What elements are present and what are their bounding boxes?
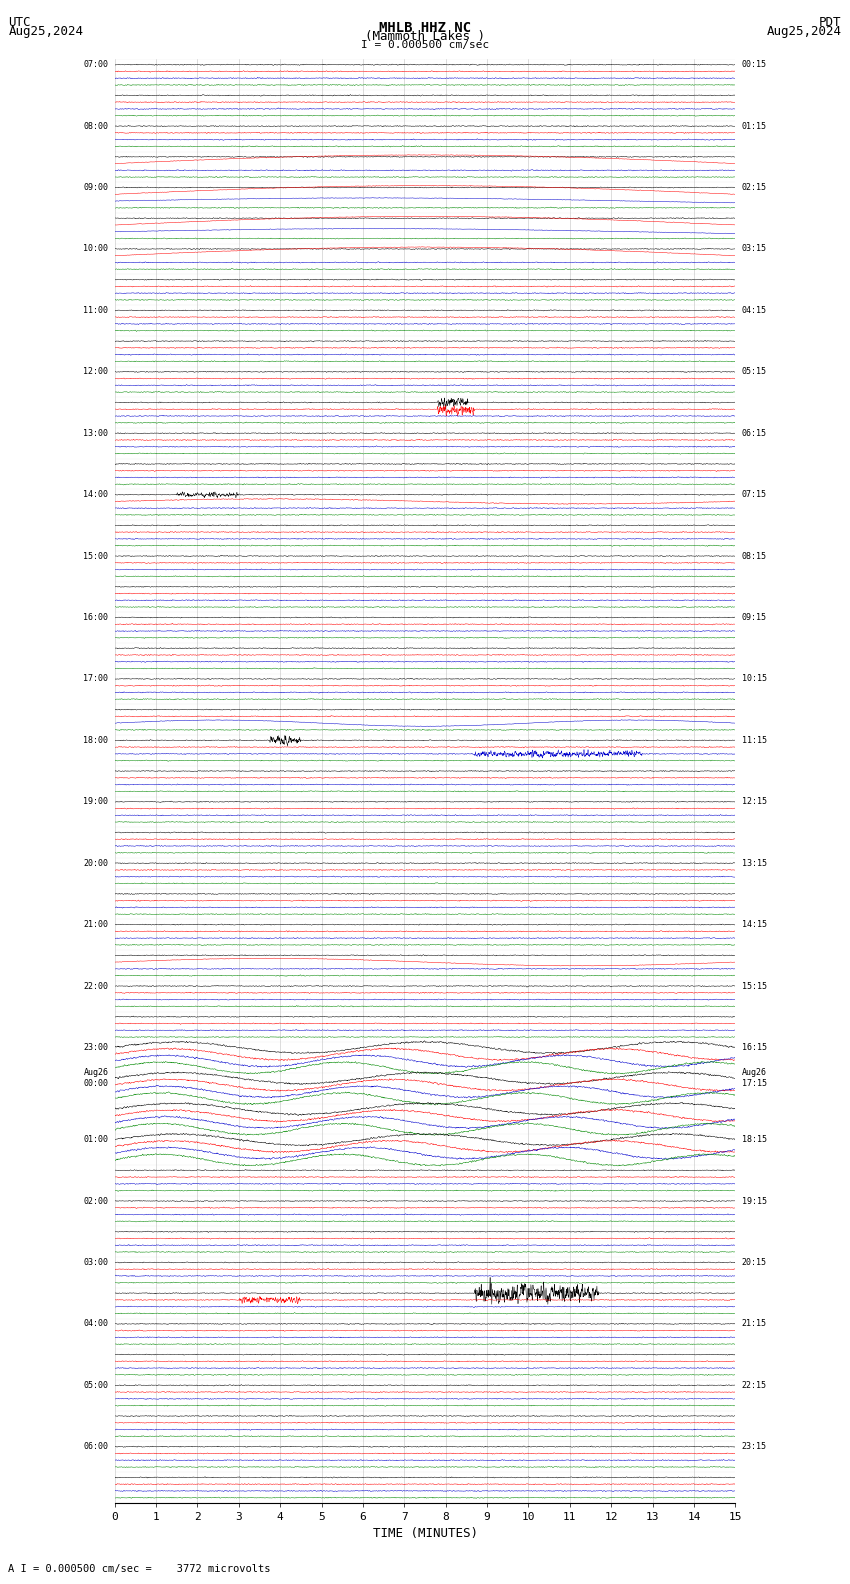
Text: 08:00: 08:00 — [83, 122, 109, 130]
Text: MHLB HHZ NC: MHLB HHZ NC — [379, 21, 471, 35]
Text: 03:00: 03:00 — [83, 1258, 109, 1267]
Text: Aug26
17:15: Aug26 17:15 — [741, 1069, 767, 1088]
Text: A I = 0.000500 cm/sec =    3772 microvolts: A I = 0.000500 cm/sec = 3772 microvolts — [8, 1565, 271, 1574]
Text: 05:00: 05:00 — [83, 1381, 109, 1389]
Text: 16:00: 16:00 — [83, 613, 109, 623]
Text: 09:00: 09:00 — [83, 184, 109, 192]
Text: 18:00: 18:00 — [83, 737, 109, 744]
Text: 12:00: 12:00 — [83, 367, 109, 377]
Text: 21:15: 21:15 — [741, 1319, 767, 1329]
Text: 09:15: 09:15 — [741, 613, 767, 623]
Text: 23:00: 23:00 — [83, 1042, 109, 1052]
Text: 02:00: 02:00 — [83, 1196, 109, 1205]
Text: 20:15: 20:15 — [741, 1258, 767, 1267]
Text: PDT: PDT — [819, 16, 842, 29]
X-axis label: TIME (MINUTES): TIME (MINUTES) — [372, 1527, 478, 1541]
Text: 20:00: 20:00 — [83, 859, 109, 868]
Text: Aug25,2024: Aug25,2024 — [8, 25, 83, 38]
Text: 13:00: 13:00 — [83, 429, 109, 437]
Text: 21:00: 21:00 — [83, 920, 109, 930]
Text: 10:15: 10:15 — [741, 675, 767, 683]
Text: 12:15: 12:15 — [741, 797, 767, 806]
Text: 11:15: 11:15 — [741, 737, 767, 744]
Text: 04:15: 04:15 — [741, 306, 767, 315]
Text: 01:00: 01:00 — [83, 1136, 109, 1144]
Text: UTC: UTC — [8, 16, 31, 29]
Text: 19:00: 19:00 — [83, 797, 109, 806]
Text: 19:15: 19:15 — [741, 1196, 767, 1205]
Text: 15:00: 15:00 — [83, 551, 109, 561]
Text: 10:00: 10:00 — [83, 244, 109, 253]
Text: 16:15: 16:15 — [741, 1042, 767, 1052]
Text: 14:15: 14:15 — [741, 920, 767, 930]
Text: (Mammoth Lakes ): (Mammoth Lakes ) — [365, 30, 485, 43]
Text: 22:00: 22:00 — [83, 982, 109, 990]
Text: 18:15: 18:15 — [741, 1136, 767, 1144]
Text: 15:15: 15:15 — [741, 982, 767, 990]
Text: 01:15: 01:15 — [741, 122, 767, 130]
Text: 07:00: 07:00 — [83, 60, 109, 70]
Text: Aug26
00:00: Aug26 00:00 — [83, 1069, 109, 1088]
Text: 06:15: 06:15 — [741, 429, 767, 437]
Text: 05:15: 05:15 — [741, 367, 767, 377]
Text: I = 0.000500 cm/sec: I = 0.000500 cm/sec — [361, 40, 489, 49]
Text: 08:15: 08:15 — [741, 551, 767, 561]
Text: 03:15: 03:15 — [741, 244, 767, 253]
Text: 07:15: 07:15 — [741, 489, 767, 499]
Text: 23:15: 23:15 — [741, 1441, 767, 1451]
Text: 17:00: 17:00 — [83, 675, 109, 683]
Text: 11:00: 11:00 — [83, 306, 109, 315]
Text: Aug25,2024: Aug25,2024 — [767, 25, 842, 38]
Text: 14:00: 14:00 — [83, 489, 109, 499]
Text: 00:15: 00:15 — [741, 60, 767, 70]
Text: 06:00: 06:00 — [83, 1441, 109, 1451]
Text: 02:15: 02:15 — [741, 184, 767, 192]
Text: 13:15: 13:15 — [741, 859, 767, 868]
Text: 22:15: 22:15 — [741, 1381, 767, 1389]
Text: 04:00: 04:00 — [83, 1319, 109, 1329]
